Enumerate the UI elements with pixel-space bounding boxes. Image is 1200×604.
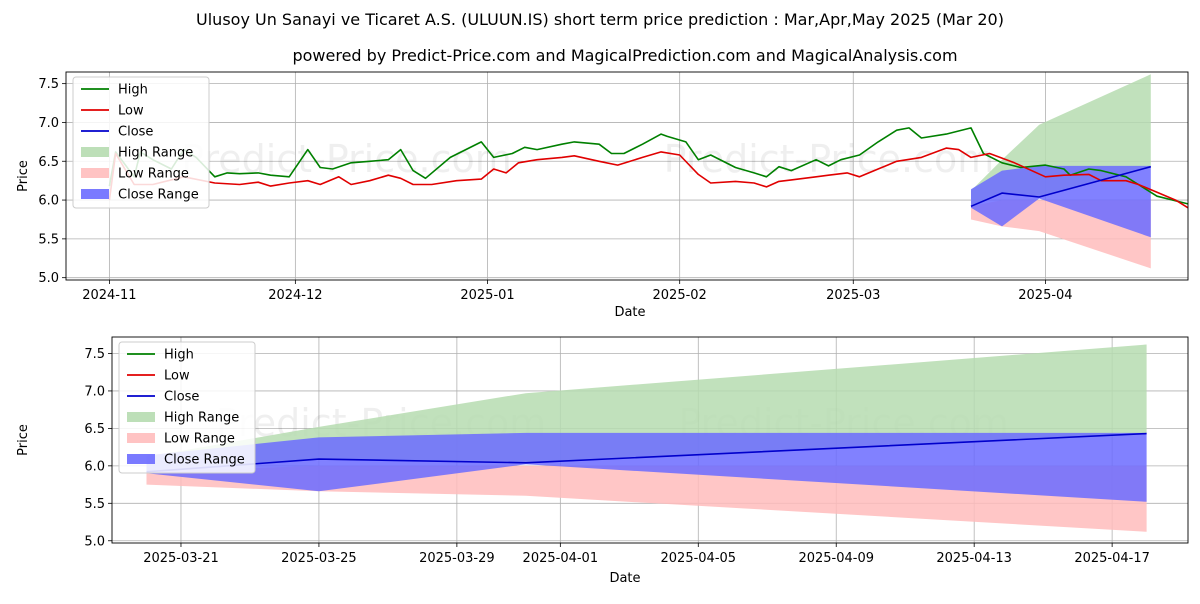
x-tick-label: 2024-12 <box>268 288 322 303</box>
x-tick-label: 2025-04-09 <box>798 551 874 566</box>
legend-label: High <box>118 83 148 98</box>
legend-swatch-patch <box>81 168 109 178</box>
legend-swatch-patch <box>81 147 109 157</box>
low-series-line <box>108 147 1188 209</box>
y-tick-label: 5.5 <box>84 497 105 512</box>
legend-label: Close <box>164 390 199 405</box>
y-tick-label: 6.0 <box>84 459 105 474</box>
close-range-area <box>146 432 1147 502</box>
legend-label: High Range <box>118 146 193 161</box>
y-tick-label: 7.0 <box>38 116 59 131</box>
y-tick-label: 5.0 <box>38 271 59 286</box>
plot-area <box>146 344 1147 532</box>
chart-subtitle: powered by Predict-Price.com and Magical… <box>292 46 957 65</box>
y-axis-label: Price <box>16 424 31 456</box>
plot-area <box>108 74 1188 269</box>
legend-label: Close <box>118 125 153 140</box>
legend-swatch-patch <box>81 189 109 199</box>
bottom-panel: 5.0 5.5 6.0 6.5 7.0 7.5 2025-03-21 2025-03-25 20… <box>16 336 1189 586</box>
x-tick-label: 2025-03 <box>826 288 880 303</box>
y-tick-label: 7.5 <box>84 347 105 362</box>
x-axis-label: Date <box>614 305 645 320</box>
x-tick-label: 2025-03-25 <box>281 551 357 566</box>
y-tick-label: 7.0 <box>84 384 105 399</box>
legend-swatch-patch <box>127 412 155 422</box>
close-series-line <box>970 165 1152 208</box>
y-tick-label: 6.5 <box>84 422 105 437</box>
legend-label: Close Range <box>164 453 245 468</box>
chart-title: Ulusoy Un Sanayi ve Ticaret A.S. (ULUUN.… <box>196 10 1004 29</box>
legend-label: High Range <box>164 411 239 426</box>
x-tick-label: 2025-04-17 <box>1074 551 1150 566</box>
x-tick-label: 2025-04-01 <box>523 551 599 566</box>
axes-frame <box>111 336 1189 544</box>
y-tick-label: 5.5 <box>38 232 59 247</box>
y-tick-label: 5.0 <box>84 534 105 549</box>
close-range-area <box>971 165 1151 238</box>
legend-label: Low <box>118 104 144 119</box>
watermark-text: Predict-Price.com <box>181 137 512 181</box>
legend-swatch-patch <box>127 433 155 443</box>
x-tick-label: 2025-04-05 <box>661 551 737 566</box>
x-tick-label: 2025-03-21 <box>143 551 219 566</box>
high-series-line <box>108 127 1188 205</box>
legend: High Low Close High Range Low Range Close Ran… <box>72 76 210 209</box>
legend-label: Close Range <box>118 188 199 203</box>
legend: High Low Close High Range Low Range Close Ran… <box>118 341 256 474</box>
legend-label: High <box>164 348 194 363</box>
x-tick-label: 2025-01 <box>460 288 514 303</box>
x-tick-label: 2025-04 <box>1018 288 1072 303</box>
x-tick-label: 2025-02 <box>653 288 707 303</box>
y-tick-label: 6.0 <box>38 194 59 209</box>
watermark-text: Predict-Price.com <box>664 137 995 181</box>
y-tick-label: 6.5 <box>38 155 59 170</box>
legend-label: Low Range <box>164 432 235 447</box>
x-axis-label: Date <box>609 571 640 586</box>
top-panel: 5.0 5.5 6.0 6.5 7.0 7.5 2024-11 2024-12 2025-01 2… <box>16 71 1189 320</box>
axes-frame <box>65 71 1189 281</box>
y-tick-label: 7.5 <box>38 77 59 92</box>
y-axis-label: Price <box>16 160 31 192</box>
x-tick-label: 2025-03-29 <box>419 551 495 566</box>
legend-label: Low Range <box>118 167 189 182</box>
legend-swatch-patch <box>127 454 155 464</box>
x-tick-label: 2025-04-13 <box>936 551 1012 566</box>
x-tick-label: 2024-11 <box>82 288 136 303</box>
legend-label: Low <box>164 369 190 384</box>
